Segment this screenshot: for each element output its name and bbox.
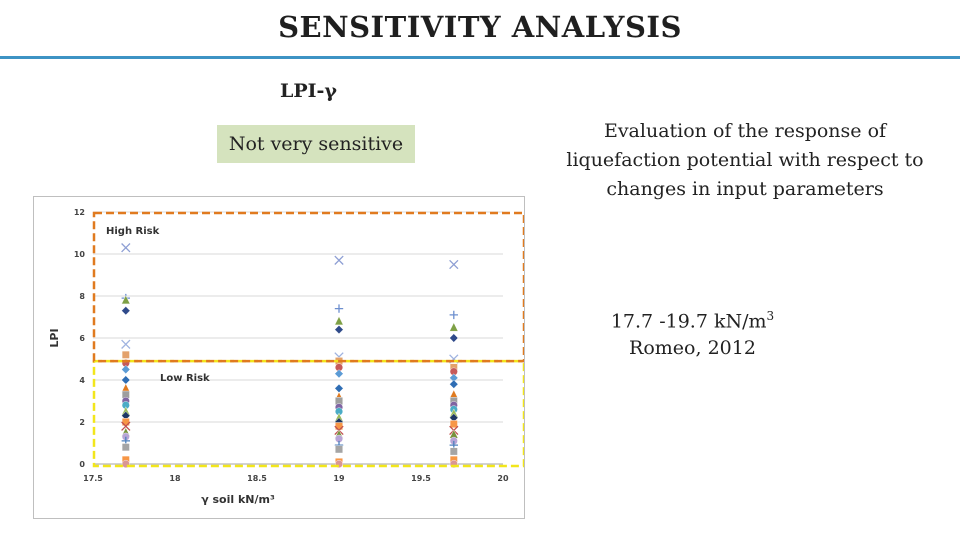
title-divider — [0, 56, 960, 59]
data-point — [335, 445, 343, 454]
data-point — [121, 295, 131, 305]
lpi-gamma-chart: 0 2 4 6 8 10 12 17.5 18 18.5 19 19.5 20 LPI γ soil kN/… — [33, 196, 525, 519]
y-tick-label: 4 — [79, 376, 85, 385]
data-point — [121, 418, 130, 426]
high-risk-region — [92, 211, 524, 363]
data-point — [449, 420, 458, 428]
y-tick-label: 8 — [79, 292, 85, 301]
data-point — [334, 325, 344, 335]
y-tick-label: 10 — [74, 250, 86, 259]
low-risk-region — [92, 359, 524, 468]
data-point — [121, 306, 131, 316]
x-tick-label: 18.5 — [247, 474, 267, 483]
data-point — [121, 365, 131, 374]
x-tick-label: 20 — [497, 474, 509, 483]
section-subtitle: LPI-γ — [280, 80, 337, 102]
low-risk-label: Low Risk — [160, 373, 210, 384]
data-point — [121, 443, 130, 452]
x-tick-label: 17.5 — [83, 474, 103, 483]
x-tick-label: 19 — [333, 474, 345, 483]
y-tick-label: 2 — [79, 418, 85, 427]
data-point — [121, 350, 130, 359]
chart-svg: 0 2 4 6 8 10 12 17.5 18 18.5 19 19.5 20 LPI γ soil kN/… — [48, 208, 524, 506]
data-point — [449, 333, 459, 343]
page-title: SENSITIVITY ANALYSIS — [278, 10, 682, 44]
data-point — [334, 383, 344, 393]
data-point — [334, 316, 344, 326]
sensitivity-badge: Not very sensitive — [217, 125, 415, 163]
y-tick-label: 12 — [74, 208, 85, 217]
data-point — [121, 375, 131, 385]
data-point — [121, 421, 131, 431]
range-value: 17.7 -19.7 kN/m3 — [570, 303, 815, 335]
data-point — [334, 304, 344, 313]
data-point — [121, 243, 131, 253]
data-point — [449, 259, 459, 270]
data-point — [334, 255, 344, 265]
data-point — [449, 379, 459, 389]
y-tick-label: 6 — [79, 334, 85, 343]
x-tick-label: 18 — [169, 474, 181, 483]
range-source: Romeo, 2012 — [629, 337, 756, 360]
data-point — [449, 322, 459, 332]
high-risk-label: High Risk — [106, 226, 160, 237]
data-point — [334, 369, 344, 379]
x-axis-label: γ soil kN/m³ — [201, 493, 275, 506]
x-tick-label: 19.5 — [411, 474, 431, 483]
data-point — [121, 339, 131, 349]
range-value-text: 17.7 -19.7 kN/m — [610, 310, 767, 333]
y-tick-label: 0 — [79, 460, 85, 469]
parameter-range: 17.7 -19.7 kN/m3 Romeo, 2012 — [570, 303, 815, 362]
data-point — [335, 422, 343, 431]
range-unit-superscript: 3 — [766, 309, 775, 323]
y-axis-label: LPI — [48, 328, 61, 347]
description-text: Evaluation of the response of liquefacti… — [566, 120, 924, 200]
data-point — [449, 310, 458, 320]
data-point — [449, 447, 458, 456]
